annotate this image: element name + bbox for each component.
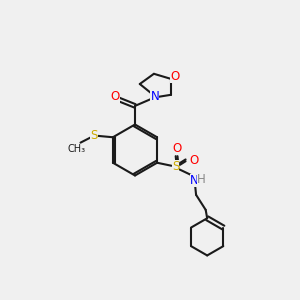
Text: H: H [197,173,206,186]
Text: O: O [170,70,179,83]
Text: CH₃: CH₃ [67,144,86,154]
Text: S: S [172,160,179,173]
Text: O: O [189,154,198,167]
Text: O: O [110,90,119,104]
Text: N: N [150,90,159,103]
Text: S: S [90,129,98,142]
Text: O: O [172,142,181,154]
Text: N: N [190,174,199,187]
